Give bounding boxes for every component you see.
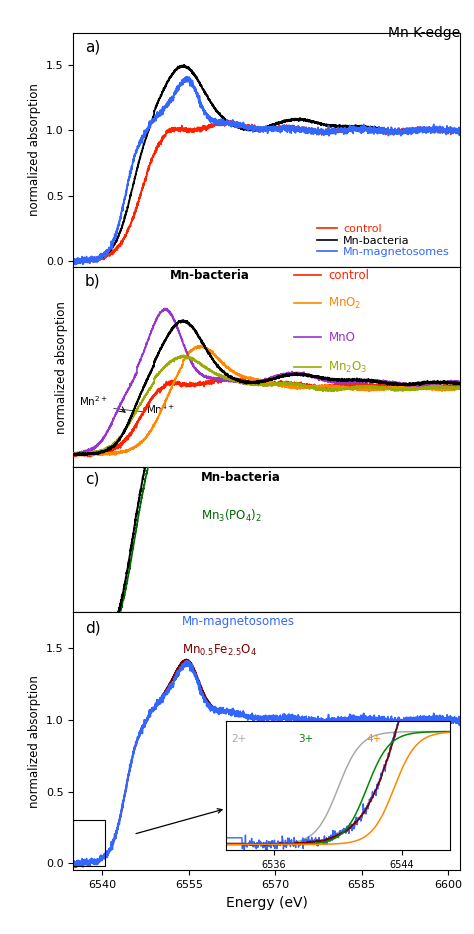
Text: b): b) (85, 274, 100, 289)
Text: Mn-bacteria: Mn-bacteria (170, 269, 250, 282)
Text: Mn-bacteria: Mn-bacteria (201, 472, 281, 484)
Text: Mn K-edge: Mn K-edge (388, 26, 460, 40)
Text: Mn-magnetosomes: Mn-magnetosomes (182, 615, 295, 628)
Text: control: control (328, 269, 369, 282)
Text: d): d) (85, 620, 100, 635)
Text: c): c) (85, 472, 100, 487)
Text: Mn$^{4+}$: Mn$^{4+}$ (146, 403, 174, 417)
Text: MnO$_2$: MnO$_2$ (328, 296, 362, 311)
Bar (73, 820, 105, 866)
Y-axis label: normalized absorption: normalized absorption (27, 83, 41, 217)
Text: MnO: MnO (328, 331, 356, 344)
Text: Mn$^{2+}$: Mn$^{2+}$ (79, 394, 108, 408)
Y-axis label: normalized absorption: normalized absorption (27, 675, 41, 808)
Y-axis label: normalized absorption: normalized absorption (55, 301, 68, 433)
Text: Mn$_2$O$_3$: Mn$_2$O$_3$ (328, 360, 368, 375)
Text: Mn$_{0.5}$Fe$_{2.5}$O$_4$: Mn$_{0.5}$Fe$_{2.5}$O$_4$ (182, 644, 256, 658)
X-axis label: Energy (eV): Energy (eV) (226, 896, 308, 910)
Text: a): a) (85, 40, 100, 55)
Text: Mn$_3$(PO$_4$)$_2$: Mn$_3$(PO$_4$)$_2$ (201, 507, 262, 524)
Legend: control, Mn-bacteria, Mn-magnetosomes: control, Mn-bacteria, Mn-magnetosomes (313, 219, 454, 262)
